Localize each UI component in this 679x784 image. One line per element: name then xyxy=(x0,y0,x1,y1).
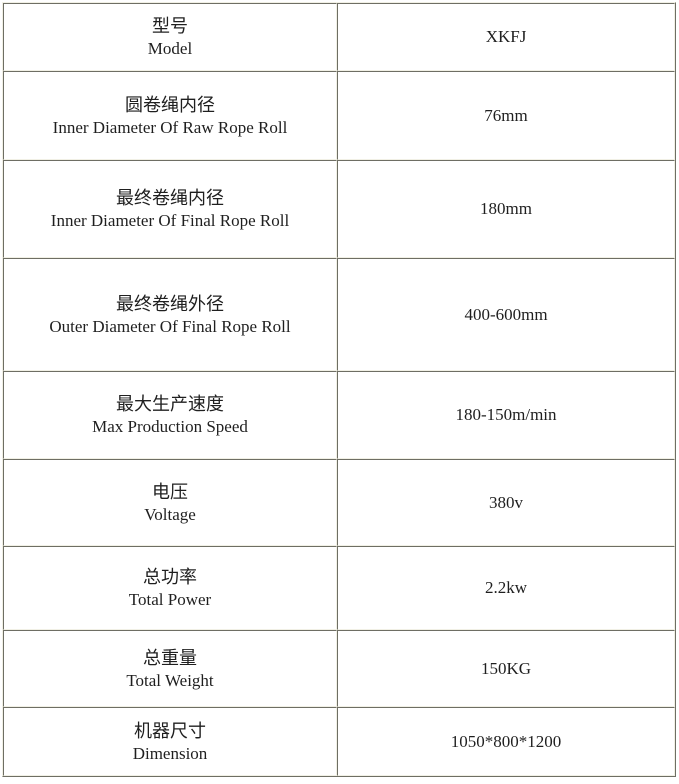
spec-value: 380v xyxy=(489,492,523,512)
spec-value-cell: 2.2kw xyxy=(337,546,675,630)
spec-value-cell: 150KG xyxy=(337,630,675,707)
spec-row-inner-diameter-final: 最终卷绳内径 Inner Diameter Of Final Rope Roll… xyxy=(3,160,675,258)
spec-value: 76mm xyxy=(484,105,528,125)
spec-row-dimension: 机器尺寸 Dimension 1050*800*1200 xyxy=(3,707,675,776)
label-en: Model xyxy=(147,39,193,58)
spec-value: 1050*800*1200 xyxy=(450,731,562,751)
spec-value-cell: XKFJ xyxy=(337,3,675,71)
label-zh: 总功率 xyxy=(143,567,197,587)
spec-label-cell: 最大生产速度 Max Production Speed xyxy=(3,371,337,459)
label-zh: 总重量 xyxy=(143,647,197,668)
label-zh: 最大生产速度 xyxy=(116,394,224,414)
label-en: Outer Diameter Of Final Rope Roll xyxy=(49,316,291,336)
spec-value: 400-600mm xyxy=(464,304,548,324)
spec-label-cell: 总重量 Total Weight xyxy=(3,630,337,707)
label-zh: 圆卷绳内径 xyxy=(125,94,215,115)
spec-value: 180-150m/min xyxy=(455,405,557,424)
spec-value-cell: 1050*800*1200 xyxy=(337,707,675,776)
label-zh: 电压 xyxy=(152,481,188,502)
spec-label-cell: 电压 Voltage xyxy=(3,459,337,546)
label-en: Total Weight xyxy=(126,670,214,690)
spec-row-max-production-speed: 最大生产速度 Max Production Speed 180-150m/min xyxy=(3,371,675,459)
spec-value: 180mm xyxy=(480,199,532,218)
spec-row-model: 型号 Model XKFJ xyxy=(3,3,675,71)
label-zh: 型号 xyxy=(152,16,188,36)
spec-value: 2.2kw xyxy=(484,578,528,597)
spec-label-cell: 最终卷绳内径 Inner Diameter Of Final Rope Roll xyxy=(3,160,337,258)
label-zh: 机器尺寸 xyxy=(134,720,206,741)
spec-label-cell: 最终卷绳外径 Outer Diameter Of Final Rope Roll xyxy=(3,258,337,371)
label-en: Voltage xyxy=(144,504,196,524)
spec-value: 150KG xyxy=(480,658,532,678)
spec-row-total-power: 总功率 Total Power 2.2kw xyxy=(3,546,675,630)
spec-label-cell: 总功率 Total Power xyxy=(3,546,337,630)
spec-label-cell: 圆卷绳内径 Inner Diameter Of Raw Rope Roll xyxy=(3,71,337,160)
spec-label-cell: 机器尺寸 Dimension xyxy=(3,707,337,776)
label-zh: 最终卷绳内径 xyxy=(116,188,224,208)
spec-row-total-weight: 总重量 Total Weight 150KG xyxy=(3,630,675,707)
spec-value-cell: 180mm xyxy=(337,160,675,258)
spec-row-inner-diameter-raw: 圆卷绳内径 Inner Diameter Of Raw Rope Roll 76… xyxy=(3,71,675,160)
label-en: Dimension xyxy=(132,743,208,763)
spec-row-voltage: 电压 Voltage 380v xyxy=(3,459,675,546)
label-en: Max Production Speed xyxy=(92,417,248,436)
spec-value-cell: 76mm xyxy=(337,71,675,160)
label-en: Inner Diameter Of Raw Rope Roll xyxy=(52,117,288,137)
spec-label-cell: 型号 Model xyxy=(3,3,337,71)
spec-value-cell: 400-600mm xyxy=(337,258,675,371)
spec-value-cell: 380v xyxy=(337,459,675,546)
spec-value: XKFJ xyxy=(485,27,527,46)
label-en: Total Power xyxy=(128,590,212,609)
spec-row-outer-diameter-final: 最终卷绳外径 Outer Diameter Of Final Rope Roll… xyxy=(3,258,675,371)
spec-value-cell: 180-150m/min xyxy=(337,371,675,459)
label-en: Inner Diameter Of Final Rope Roll xyxy=(50,211,290,230)
label-zh: 最终卷绳外径 xyxy=(116,293,224,314)
